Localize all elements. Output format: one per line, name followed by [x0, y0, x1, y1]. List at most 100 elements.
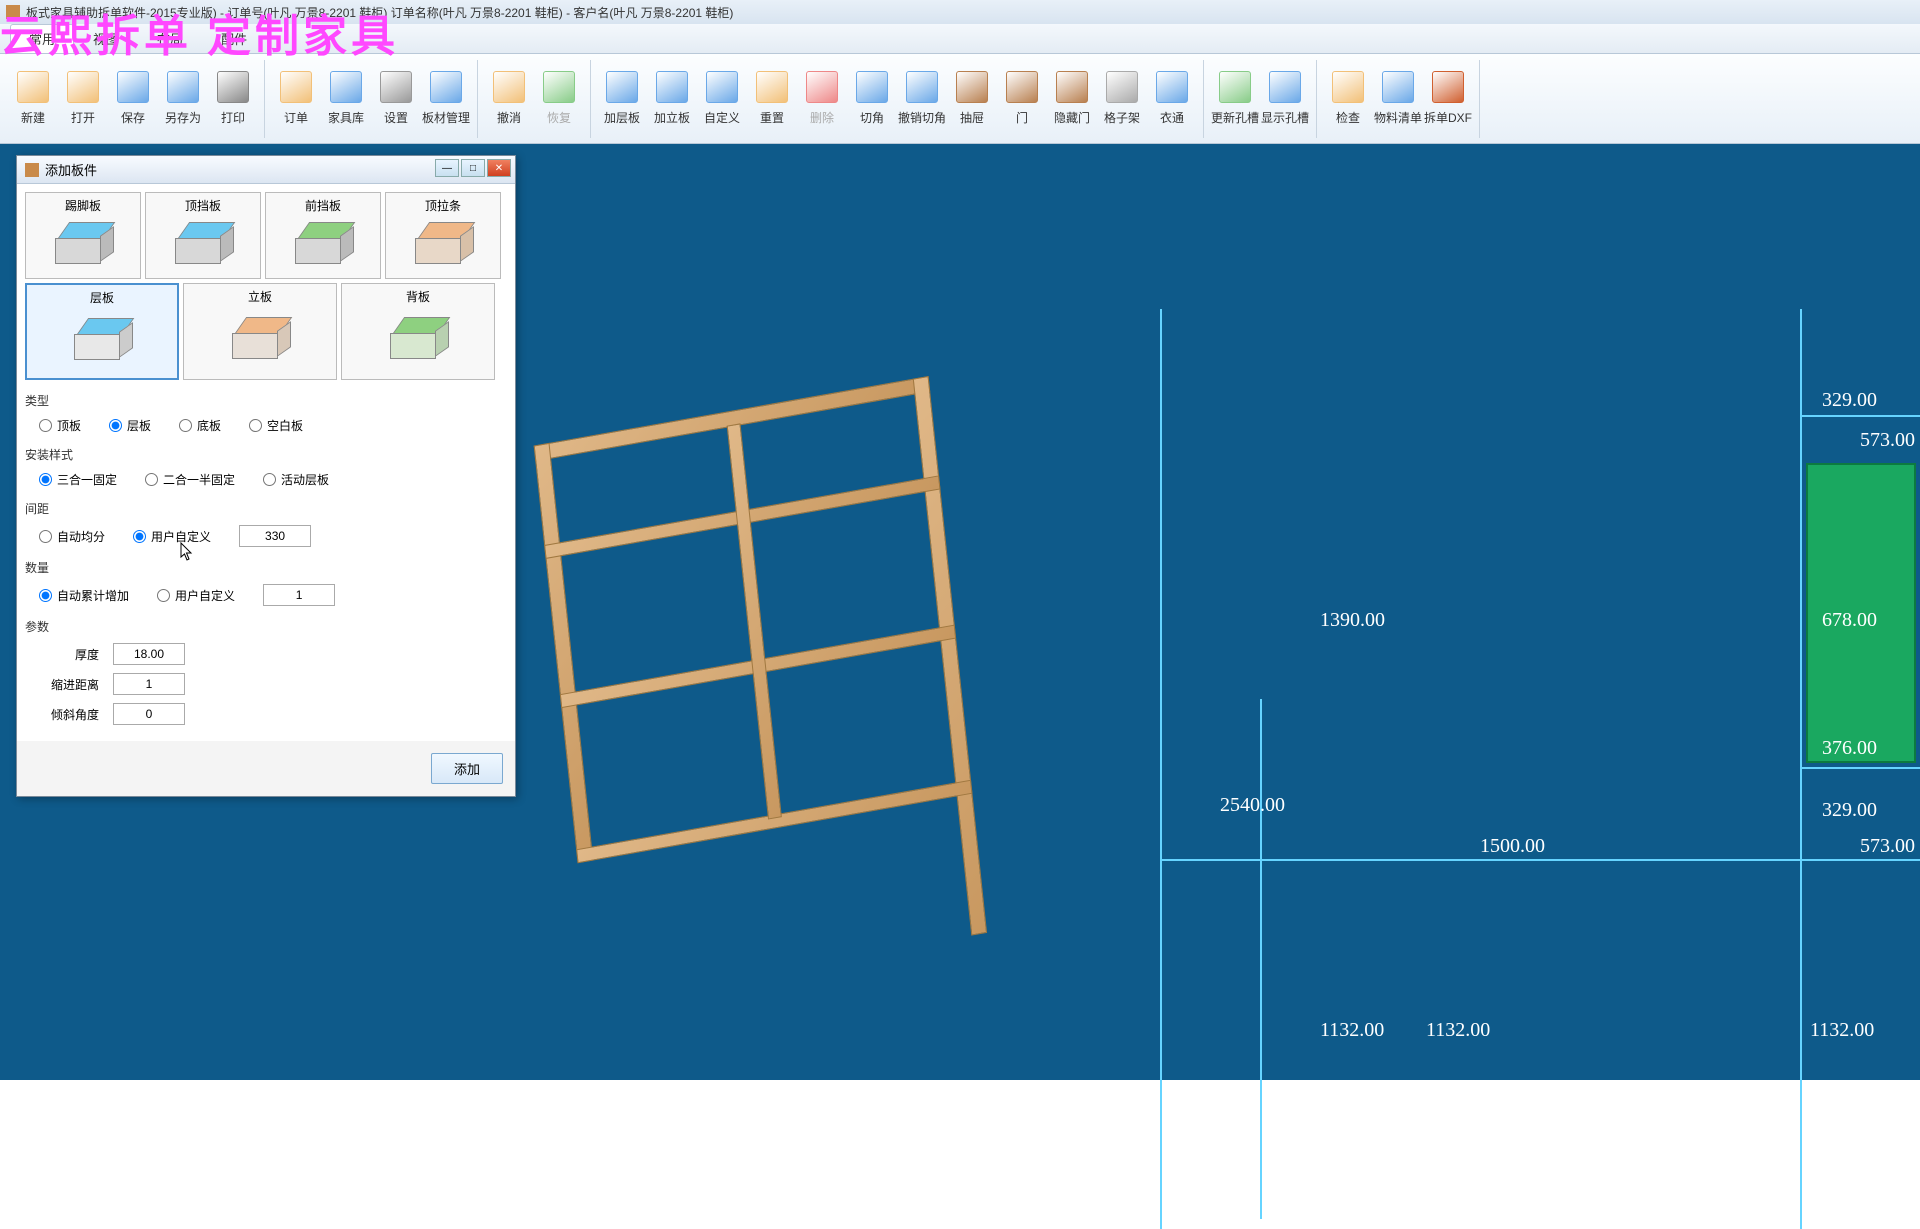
radio-input[interactable] — [39, 473, 52, 486]
ribbon-撤消[interactable]: 撤消 — [484, 60, 534, 138]
ribbon-保存[interactable]: 保存 — [108, 60, 158, 138]
radio-三合一固定[interactable]: 三合一固定 — [39, 471, 117, 488]
ribbon-label: 拆单DXF — [1424, 109, 1472, 126]
dim-1132b: 1132.00 — [1426, 1019, 1490, 1042]
ribbon-打印[interactable]: 打印 — [208, 60, 258, 138]
ribbon-更新孔槽[interactable]: 更新孔槽 — [1210, 60, 1260, 138]
ribbon-打开[interactable]: 打开 — [58, 60, 108, 138]
ribbon-label: 打印 — [221, 109, 245, 126]
add-button[interactable]: 添加 — [431, 753, 503, 784]
ribbon-加立板[interactable]: 加立板 — [647, 60, 697, 138]
rg-value-input[interactable] — [239, 525, 311, 547]
section-gap-label: 间距 — [25, 500, 507, 517]
ribbon-label: 板材管理 — [422, 109, 470, 126]
radio-用户自定义[interactable]: 用户自定义 — [133, 528, 211, 545]
ribbon-门[interactable]: 门 — [997, 60, 1047, 138]
ribbon-label: 订单 — [284, 109, 308, 126]
tab-parts[interactable]: 配件 — [202, 24, 266, 53]
radio-二合一半固定[interactable]: 二合一半固定 — [145, 471, 235, 488]
thumb-立板[interactable]: 立板 — [183, 283, 337, 380]
ribbon-家具库[interactable]: 家具库 — [321, 60, 371, 138]
radio-自动均分[interactable]: 自动均分 — [39, 528, 105, 545]
dialog-maximize-button[interactable]: □ — [461, 159, 485, 177]
thumb-踢脚板[interactable]: 踢脚板 — [25, 192, 141, 279]
ribbon-icon — [1056, 71, 1088, 103]
ribbon-label: 衣通 — [1160, 109, 1184, 126]
radio-底板[interactable]: 底板 — [179, 417, 221, 434]
radio-input[interactable] — [39, 419, 52, 432]
model-3d-shelf[interactable] — [534, 365, 1047, 1002]
thumb-层板[interactable]: 层板 — [25, 283, 179, 380]
ribbon-抽屉[interactable]: 抽屉 — [947, 60, 997, 138]
ribbon-板材管理[interactable]: 板材管理 — [421, 60, 471, 138]
ribbon-自定义[interactable]: 自定义 — [697, 60, 747, 138]
ribbon-label: 新建 — [21, 109, 45, 126]
ribbon-删除[interactable]: 删除 — [797, 60, 847, 138]
radio-input[interactable] — [39, 530, 52, 543]
tab-view[interactable]: 视图 — [74, 24, 138, 53]
ribbon-icon — [606, 71, 638, 103]
param-label: 缩进距离 — [39, 676, 99, 693]
ribbon-订单[interactable]: 订单 — [271, 60, 321, 138]
ribbon-label: 格子架 — [1104, 109, 1140, 126]
ribbon-撤销切角[interactable]: 撤销切角 — [897, 60, 947, 138]
tab-common[interactable]: 常用 — [10, 24, 74, 53]
ribbon-设置[interactable]: 设置 — [371, 60, 421, 138]
radio-input[interactable] — [157, 589, 170, 602]
ribbon-重置[interactable]: 重置 — [747, 60, 797, 138]
ribbon-加层板[interactable]: 加层板 — [597, 60, 647, 138]
radio-层板[interactable]: 层板 — [109, 417, 151, 434]
param-input-倾斜角度[interactable] — [113, 703, 185, 725]
thumb-背板[interactable]: 背板 — [341, 283, 495, 380]
section-type-label: 类型 — [25, 392, 507, 409]
radio-活动层板[interactable]: 活动层板 — [263, 471, 329, 488]
section-qty-label: 数量 — [25, 559, 507, 576]
ribbon-拆单DXF[interactable]: 拆单DXF — [1423, 60, 1473, 138]
ribbon-物料清单[interactable]: 物料清单 — [1373, 60, 1423, 138]
ribbon-label: 门 — [1016, 109, 1028, 126]
ribbon-icon — [117, 71, 149, 103]
dim-1132a: 1132.00 — [1320, 1019, 1384, 1042]
ribbon-label: 加层板 — [604, 109, 640, 126]
radio-input[interactable] — [145, 473, 158, 486]
rq-value-input[interactable] — [263, 584, 335, 606]
radio-input[interactable] — [249, 419, 262, 432]
radio-input[interactable] — [39, 589, 52, 602]
param-input-缩进距离[interactable] — [113, 673, 185, 695]
radio-input[interactable] — [133, 530, 146, 543]
dim-1390: 1390.00 — [1320, 609, 1385, 632]
dialog-close-button[interactable]: ✕ — [487, 159, 511, 177]
radio-input[interactable] — [109, 419, 122, 432]
radio-自动累计增加[interactable]: 自动累计增加 — [39, 587, 129, 604]
thumb-顶挡板[interactable]: 顶挡板 — [145, 192, 261, 279]
ribbon-icon — [1219, 71, 1251, 103]
radio-input[interactable] — [263, 473, 276, 486]
radio-顶板[interactable]: 顶板 — [39, 417, 81, 434]
ribbon-恢复[interactable]: 恢复 — [534, 60, 584, 138]
param-input-厚度[interactable] — [113, 643, 185, 665]
dim-300: 300.00 — [1330, 1199, 1385, 1222]
ribbon-格子架[interactable]: 格子架 — [1097, 60, 1147, 138]
dialog-minimize-button[interactable]: — — [435, 159, 459, 177]
ribbon-label: 撤销切角 — [898, 109, 946, 126]
ribbon-label: 加立板 — [654, 109, 690, 126]
dialog-titlebar[interactable]: 添加板件 — □ ✕ — [17, 156, 515, 184]
ribbon-隐藏门[interactable]: 隐藏门 — [1047, 60, 1097, 138]
ribbon-切角[interactable]: 切角 — [847, 60, 897, 138]
radio-用户自定义[interactable]: 用户自定义 — [157, 587, 235, 604]
thumb-顶拉条[interactable]: 顶拉条 — [385, 192, 501, 279]
menu-bar: 常用 视图 布局 配件 — [0, 24, 1920, 54]
ribbon-新建[interactable]: 新建 — [8, 60, 58, 138]
ribbon-显示孔槽[interactable]: 显示孔槽 — [1260, 60, 1310, 138]
thumb-前挡板[interactable]: 前挡板 — [265, 192, 381, 279]
radio-空白板[interactable]: 空白板 — [249, 417, 303, 434]
radio-input[interactable] — [179, 419, 192, 432]
ribbon-衣通[interactable]: 衣通 — [1147, 60, 1197, 138]
ribbon-另存为[interactable]: 另存为 — [158, 60, 208, 138]
tab-layout[interactable]: 布局 — [138, 24, 202, 53]
ribbon-检查[interactable]: 检查 — [1323, 60, 1373, 138]
schematic-2d[interactable]: 1390.00 2540.00 1132.00 1132.00 300.00 1… — [1160, 299, 1920, 1080]
ribbon-label: 删除 — [810, 109, 834, 126]
dim-1182: 1182.00 — [1510, 1199, 1574, 1222]
ribbon-icon — [906, 71, 938, 103]
